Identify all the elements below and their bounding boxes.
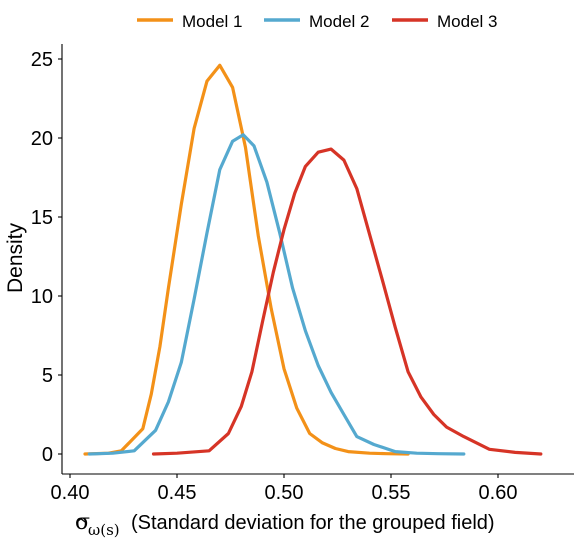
y-tick-label: 0 bbox=[42, 444, 53, 466]
x-tick-label: 0.55 bbox=[372, 482, 411, 504]
series-line-model-1 bbox=[83, 63, 410, 456]
y-axis-ticks: 0 5 10 15 20 25 bbox=[31, 49, 62, 466]
y-tick-label: 20 bbox=[31, 128, 53, 150]
x-tick-label: 0.50 bbox=[265, 482, 304, 504]
x-tick-label: 0.60 bbox=[479, 482, 518, 504]
x-axis-title-subscript: ω(s) bbox=[88, 521, 120, 539]
series-line-model-3 bbox=[151, 147, 543, 456]
legend: Model 1 Model 2 Model 3 bbox=[137, 12, 497, 31]
legend-label: Model 2 bbox=[309, 12, 369, 31]
x-tick-label: 0.45 bbox=[158, 482, 197, 504]
x-axis-title-symbol: σ bbox=[75, 510, 90, 535]
legend-label: Model 3 bbox=[437, 12, 497, 31]
plot-area: 0 5 10 15 20 25 0.40 0.45 0.50 0.55 0.60 bbox=[31, 44, 574, 504]
x-axis-title: ^ σ ω(s) (Standard deviation for the gro… bbox=[74, 510, 494, 539]
x-axis-ticks: 0.40 0.45 0.50 0.55 0.60 bbox=[51, 474, 518, 504]
y-tick-label: 25 bbox=[31, 49, 53, 71]
y-axis-title: Density bbox=[4, 222, 27, 293]
series-layer bbox=[83, 63, 543, 456]
series-line-model-2 bbox=[87, 133, 466, 456]
x-axis-title-hat: ^ bbox=[74, 515, 87, 534]
y-tick-label: 5 bbox=[42, 365, 53, 387]
y-tick-label: 15 bbox=[31, 207, 53, 229]
legend-label: Model 1 bbox=[182, 12, 242, 31]
x-axis-title-text: (Standard deviation for the grouped fiel… bbox=[131, 512, 495, 534]
x-tick-label: 0.40 bbox=[51, 482, 90, 504]
y-tick-label: 10 bbox=[31, 286, 53, 308]
